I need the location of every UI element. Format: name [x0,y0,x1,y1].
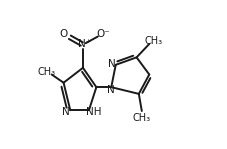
Text: O⁻: O⁻ [97,29,110,39]
Text: CH₃: CH₃ [38,66,56,77]
Text: CH₃: CH₃ [145,36,163,46]
Text: N: N [62,107,70,118]
Text: O: O [60,29,68,39]
Text: N: N [108,59,116,69]
Text: N: N [107,85,115,95]
Text: NH: NH [86,107,101,118]
Text: N⁺: N⁺ [78,38,91,49]
Text: CH₃: CH₃ [132,113,150,123]
